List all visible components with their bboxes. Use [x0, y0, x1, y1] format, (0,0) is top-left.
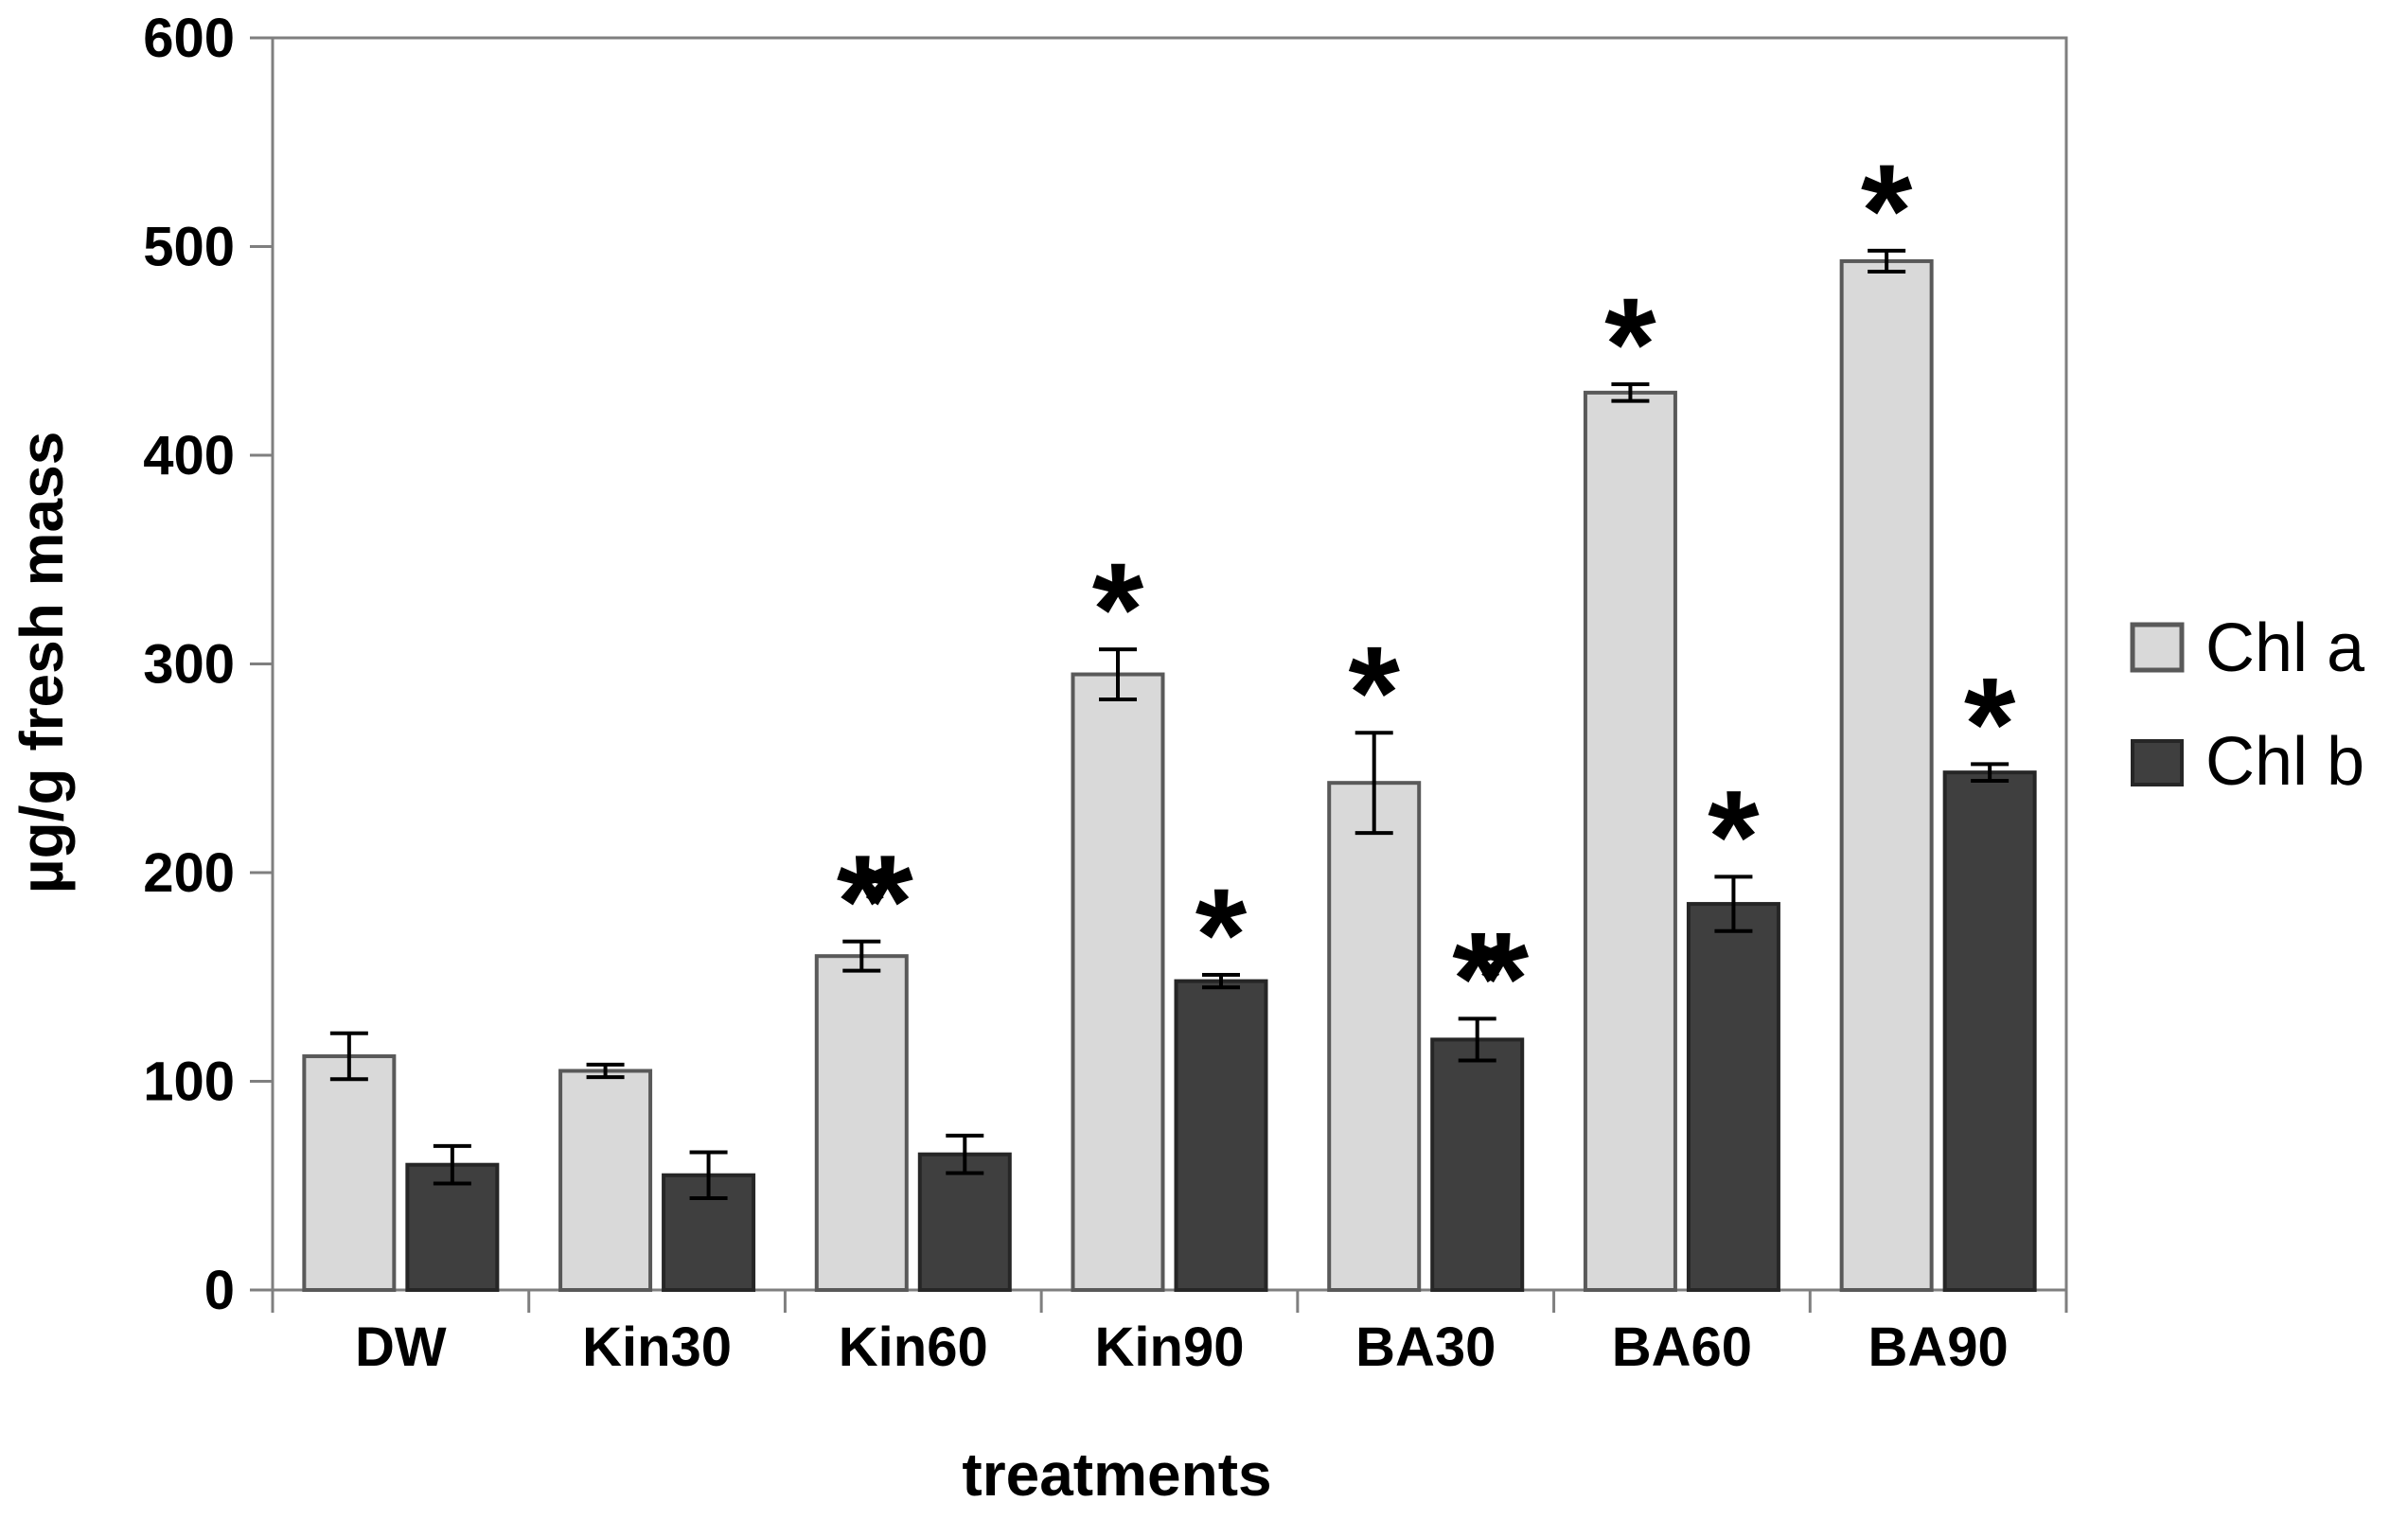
- significance-chl-b-ba60: *: [1708, 762, 1760, 910]
- significance-chl-a-ba90: *: [1861, 136, 1913, 285]
- x-category-label-ba90: BA90: [1868, 1316, 2008, 1378]
- x-axis-title: treatments: [962, 1440, 1271, 1509]
- x-category-label-kin60: Kin60: [839, 1316, 988, 1378]
- legend-swatch-chl-a: [2130, 622, 2185, 673]
- plot-frame: [271, 36, 2068, 1292]
- y-tick-label-300: 300: [143, 634, 235, 696]
- legend: Chl a Chl b: [2130, 610, 2365, 800]
- y-tick-label-100: 100: [143, 1051, 235, 1113]
- significance-chl-b-ba90: *: [1964, 649, 2016, 798]
- bar-chl-b-kin90: [1174, 979, 1268, 1293]
- bar-chl-b-ba30: [1430, 1037, 1525, 1293]
- significance-chl-a-kin60: **: [837, 827, 913, 976]
- y-tick-label-200: 200: [143, 842, 235, 904]
- legend-swatch-chl-b: [2131, 739, 2184, 786]
- legend-label-chl-a: Chl a: [2205, 610, 2365, 686]
- y-tick-label-500: 500: [143, 217, 235, 278]
- x-category-label-ba30: BA30: [1355, 1316, 1496, 1378]
- x-category-label-dw: DW: [355, 1316, 447, 1378]
- bar-chl-a-kin60: [814, 954, 909, 1292]
- y-tick-label-0: 0: [204, 1260, 235, 1321]
- bar-chl-b-kin60: [917, 1152, 1012, 1293]
- y-tick-label-600: 600: [143, 8, 235, 69]
- bar-chl-b-ba90: [1942, 770, 2037, 1292]
- bar-chl-a-dw: [302, 1054, 397, 1293]
- significance-chl-b-kin90: *: [1195, 860, 1248, 1009]
- bar-chl-a-ba30: [1327, 781, 1422, 1292]
- bar-chl-a-ba60: [1583, 390, 1677, 1293]
- x-category-label-kin30: Kin30: [582, 1316, 732, 1378]
- y-tick-label-400: 400: [143, 425, 235, 486]
- bar-chl-a-kin30: [558, 1069, 653, 1292]
- significance-chl-a-ba60: *: [1604, 270, 1656, 418]
- significance-chl-b-ba30: **: [1452, 904, 1529, 1052]
- y-axis-title: µg/g fresh mass: [8, 432, 76, 894]
- bar-chl-a-kin90: [1071, 672, 1165, 1292]
- x-category-label-ba60: BA60: [1612, 1316, 1752, 1378]
- legend-label-chl-b: Chl b: [2205, 724, 2364, 800]
- x-category-label-kin90: Kin90: [1095, 1316, 1245, 1378]
- bar-chl-a-ba90: [1839, 258, 1934, 1292]
- bar-chl-b-ba60: [1686, 902, 1780, 1292]
- significance-chl-a-ba30: *: [1348, 618, 1400, 767]
- significance-chl-a-kin90: *: [1092, 535, 1144, 683]
